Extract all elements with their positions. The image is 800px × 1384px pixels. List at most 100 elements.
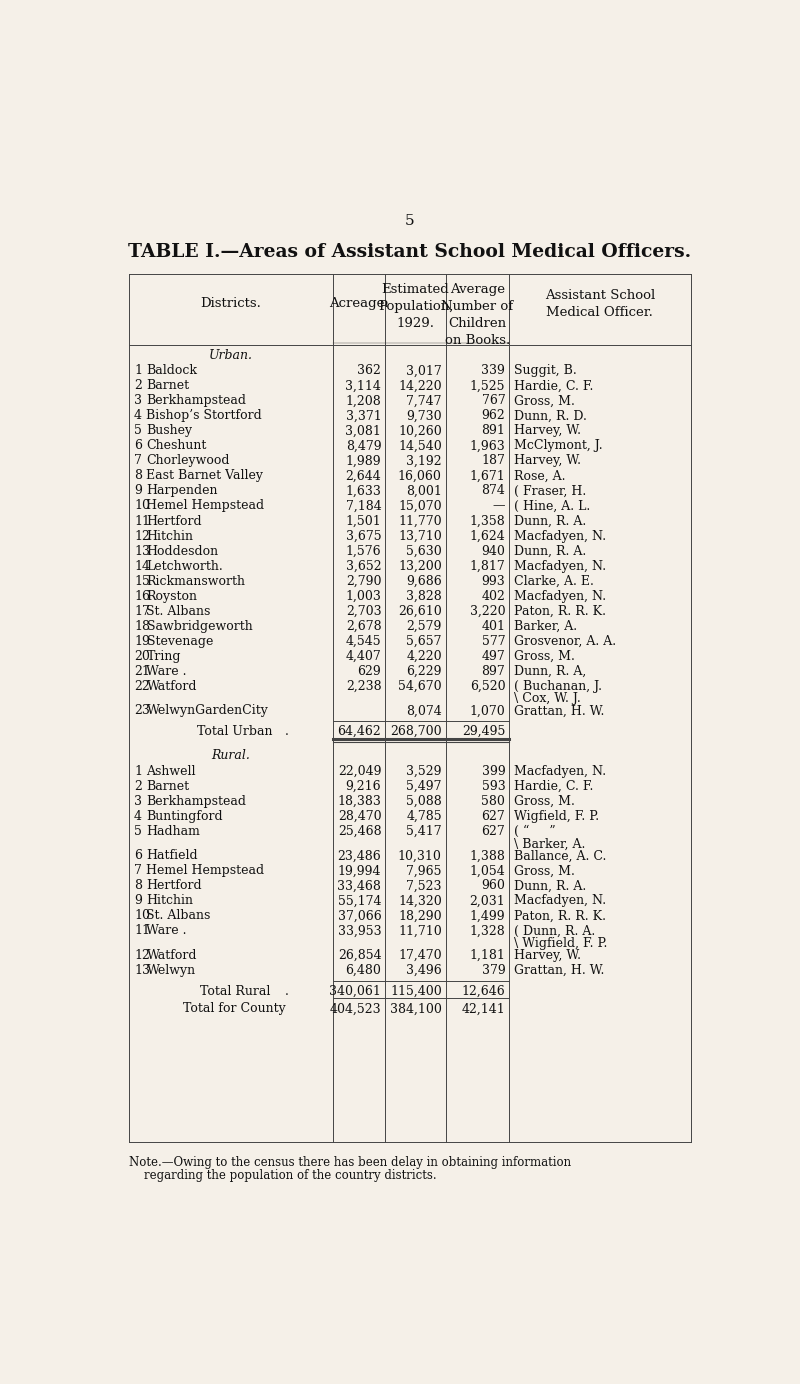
Text: 16,060: 16,060 <box>398 469 442 483</box>
Text: Gross, M.: Gross, M. <box>514 649 574 663</box>
Text: 2: 2 <box>134 379 142 393</box>
Text: 9,216: 9,216 <box>346 779 382 793</box>
Text: 1,671: 1,671 <box>470 469 506 483</box>
Text: 962: 962 <box>482 410 506 422</box>
Text: 11,770: 11,770 <box>398 515 442 527</box>
Text: 11: 11 <box>134 515 150 527</box>
Text: 3,652: 3,652 <box>346 559 382 573</box>
Text: 4,220: 4,220 <box>406 649 442 663</box>
Text: 5,497: 5,497 <box>406 779 442 793</box>
Text: 10,260: 10,260 <box>398 425 442 437</box>
Text: Gross, M.: Gross, M. <box>514 394 574 407</box>
Text: Hemel Hempstead: Hemel Hempstead <box>146 865 265 877</box>
Text: 497: 497 <box>482 649 506 663</box>
Text: 1,624: 1,624 <box>470 530 506 543</box>
Text: Dunn, R. A,: Dunn, R. A, <box>514 664 586 678</box>
Text: 4,785: 4,785 <box>406 810 442 822</box>
Text: .: . <box>285 725 288 738</box>
Text: 6,229: 6,229 <box>406 664 442 678</box>
Text: 379: 379 <box>482 965 506 977</box>
Text: 1,989: 1,989 <box>346 454 382 468</box>
Text: 1,817: 1,817 <box>470 559 506 573</box>
Text: 3,220: 3,220 <box>470 605 506 617</box>
Text: 7,184: 7,184 <box>346 500 382 512</box>
Text: 6: 6 <box>134 440 142 453</box>
Text: 1: 1 <box>134 364 142 378</box>
Text: 7,747: 7,747 <box>406 394 442 407</box>
Text: 6: 6 <box>134 850 142 862</box>
Text: 9: 9 <box>134 484 142 497</box>
Text: 5: 5 <box>134 425 142 437</box>
Text: 7: 7 <box>134 454 142 468</box>
Text: 11: 11 <box>134 925 150 937</box>
Text: 8,479: 8,479 <box>346 440 382 453</box>
Text: Harvey, W.: Harvey, W. <box>514 949 581 962</box>
Text: Total Urban: Total Urban <box>197 725 273 738</box>
Text: 12: 12 <box>134 949 150 962</box>
Text: 18,290: 18,290 <box>398 909 442 922</box>
Text: 3,828: 3,828 <box>406 590 442 602</box>
Text: 580: 580 <box>482 794 506 807</box>
Text: 2,031: 2,031 <box>470 894 506 908</box>
Text: 891: 891 <box>482 425 506 437</box>
Text: 940: 940 <box>482 544 506 558</box>
Text: 13,710: 13,710 <box>398 530 442 543</box>
Text: 1,054: 1,054 <box>470 865 506 877</box>
Text: Stevenage: Stevenage <box>146 635 213 648</box>
Text: Ballance, A. C.: Ballance, A. C. <box>514 850 606 862</box>
Text: ( “     ”: ( “ ” <box>514 825 555 837</box>
Text: Bushey: Bushey <box>146 425 193 437</box>
Text: 21: 21 <box>134 664 150 678</box>
Text: 593: 593 <box>482 779 506 793</box>
Text: Estimated
Population,
1929.: Estimated Population, 1929. <box>378 284 453 331</box>
Text: 20: 20 <box>134 649 150 663</box>
Text: Barnet: Barnet <box>146 779 190 793</box>
Text: 19,994: 19,994 <box>338 865 382 877</box>
Text: 2,790: 2,790 <box>346 574 382 588</box>
Text: 33,468: 33,468 <box>338 879 382 893</box>
Text: Hardie, C. F.: Hardie, C. F. <box>514 379 594 393</box>
Text: 14,540: 14,540 <box>398 440 442 453</box>
Text: 384,100: 384,100 <box>390 1002 442 1016</box>
Text: 1: 1 <box>134 764 142 778</box>
Text: 1,181: 1,181 <box>470 949 506 962</box>
Text: TABLE I.—Areas of Assistant School Medical Officers.: TABLE I.—Areas of Assistant School Medic… <box>129 244 691 262</box>
Text: Watford: Watford <box>146 680 197 692</box>
Text: 1,499: 1,499 <box>470 909 506 922</box>
Text: Dunn, R. A.: Dunn, R. A. <box>514 544 586 558</box>
Text: Barker, A.: Barker, A. <box>514 620 577 632</box>
Text: 339: 339 <box>482 364 506 378</box>
Text: Dunn, R. A.: Dunn, R. A. <box>514 879 586 893</box>
Text: 16: 16 <box>134 590 150 602</box>
Text: Dunn, R. D.: Dunn, R. D. <box>514 410 586 422</box>
Text: Assistant School
Medical Officer.: Assistant School Medical Officer. <box>545 289 655 320</box>
Text: 2,644: 2,644 <box>346 469 382 483</box>
Text: 1,328: 1,328 <box>470 925 506 937</box>
Text: Royston: Royston <box>146 590 198 602</box>
Text: 18: 18 <box>134 620 150 632</box>
Text: ( Hine, A. L.: ( Hine, A. L. <box>514 500 590 512</box>
Text: 17,470: 17,470 <box>398 949 442 962</box>
Text: 26,854: 26,854 <box>338 949 382 962</box>
Text: 19: 19 <box>134 635 150 648</box>
Text: 340,061: 340,061 <box>330 984 382 998</box>
Text: 1,525: 1,525 <box>470 379 506 393</box>
Text: Grattan, H. W.: Grattan, H. W. <box>514 704 604 717</box>
Text: Hertford: Hertford <box>146 515 202 527</box>
Text: 23: 23 <box>134 704 150 717</box>
Text: \ Wigfield, F. P.: \ Wigfield, F. P. <box>514 937 607 951</box>
Text: McClymont, J.: McClymont, J. <box>514 440 602 453</box>
Text: Buntingford: Buntingford <box>146 810 223 822</box>
Text: 5,657: 5,657 <box>406 635 442 648</box>
Text: 1,388: 1,388 <box>470 850 506 862</box>
Text: 4: 4 <box>134 810 142 822</box>
Text: East Barnet Valley: East Barnet Valley <box>146 469 263 483</box>
Text: Average
Number of
Children
on Books.: Average Number of Children on Books. <box>442 284 514 347</box>
Text: ( Fraser, H.: ( Fraser, H. <box>514 484 586 497</box>
Text: .: . <box>285 984 288 998</box>
Text: 9: 9 <box>134 894 142 908</box>
Text: 4: 4 <box>134 410 142 422</box>
Text: Sawbridgeworth: Sawbridgeworth <box>146 620 252 632</box>
Text: ( Buchanan, J.: ( Buchanan, J. <box>514 680 602 692</box>
Text: 14: 14 <box>134 559 150 573</box>
